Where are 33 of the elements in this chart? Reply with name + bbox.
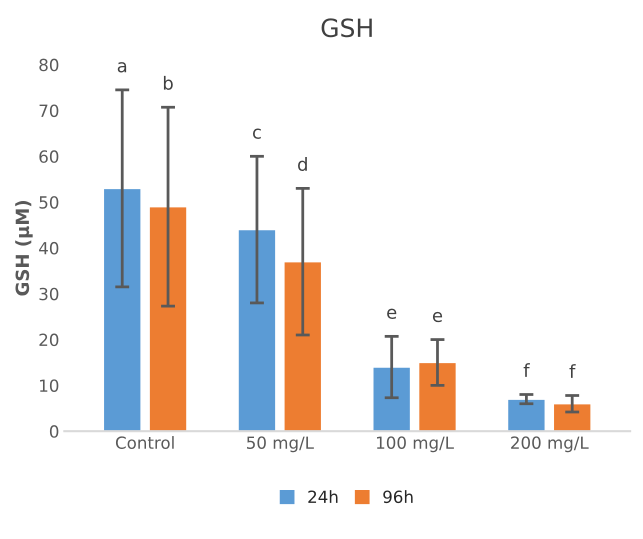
chart-title: GSH bbox=[322, 18, 372, 38]
x-tick-label: 200 mg/L bbox=[511, 436, 589, 452]
y-tick-label: 10 bbox=[40, 379, 58, 392]
y-tick-label: 0 bbox=[50, 425, 58, 438]
annotation: a bbox=[118, 62, 126, 72]
bar bbox=[372, 366, 412, 432]
bar bbox=[283, 260, 322, 432]
bar bbox=[552, 403, 592, 432]
bar bbox=[237, 228, 277, 432]
y-tick-label: 20 bbox=[39, 334, 58, 346]
y-tick-label: 60 bbox=[39, 150, 58, 163]
annotation: b bbox=[164, 76, 173, 90]
y-tick-label: 30 bbox=[40, 288, 58, 300]
x-tick-label: Control bbox=[116, 436, 174, 449]
x-tick-label: 100 mg/L bbox=[377, 436, 454, 452]
legend-label: 24h bbox=[308, 490, 338, 503]
annotation: f bbox=[524, 363, 530, 377]
annotation: c bbox=[252, 128, 261, 139]
bar bbox=[418, 362, 458, 432]
y-tick-label: 70 bbox=[40, 104, 58, 118]
y-tick-label: 40 bbox=[39, 242, 58, 255]
y-tick-label: 80 bbox=[39, 58, 58, 72]
annotation: d bbox=[298, 157, 307, 171]
x-tick-label: 50 mg/L bbox=[247, 436, 314, 452]
legend-label: 96h bbox=[383, 490, 413, 504]
y-tick-label: 50 bbox=[40, 196, 58, 209]
bar bbox=[102, 188, 142, 432]
y-axis-title: GSH (μM) bbox=[15, 201, 33, 296]
bar bbox=[506, 398, 546, 432]
annotation: e bbox=[387, 308, 396, 319]
annotation: f bbox=[569, 364, 576, 378]
annotation: e bbox=[432, 312, 442, 322]
bar bbox=[148, 206, 188, 432]
